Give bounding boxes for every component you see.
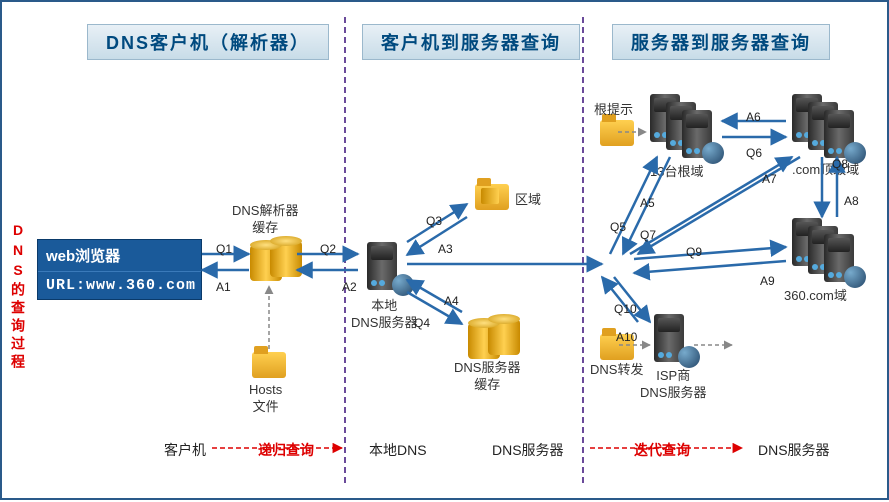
- root-hint-label: 根提示: [594, 102, 633, 119]
- hosts-folder: [252, 352, 286, 378]
- arrow-label-A9: A9: [760, 274, 775, 288]
- browser-box: web浏览器 URL:www.360.com: [37, 239, 202, 300]
- bottom-label-3: DNS服务器: [492, 440, 564, 460]
- hosts-label: Hosts 文件: [249, 382, 282, 416]
- site-label: 360.com域: [784, 288, 847, 305]
- isp-label: ISP商 DNS服务器: [640, 368, 706, 402]
- arrow-label-A6: A6: [746, 110, 761, 124]
- dns-fwd-label: DNS转发: [590, 362, 643, 379]
- local-dns-label: 本地 DNS服务器: [351, 298, 417, 332]
- arrow-label-Q8: Q8: [832, 157, 848, 171]
- browser-line2: URL:www.360.com: [38, 272, 201, 299]
- resolver-cache-label: DNS解析器 缓存: [232, 203, 298, 237]
- arrow-label-Q7: Q7: [640, 228, 656, 242]
- zone-label: 区域: [515, 192, 541, 209]
- arrow-label-A3: A3: [438, 242, 453, 256]
- bottom-label-2: 本地DNS: [369, 440, 427, 460]
- root-hint-folder: [600, 120, 634, 146]
- local-dns-globe: [392, 274, 414, 296]
- root-label: 13台根域: [650, 164, 703, 181]
- region-header-3: 服务器到服务器查询: [612, 24, 830, 60]
- arrow-label-A1: A1: [216, 280, 231, 294]
- arrow-label-Q9: Q9: [686, 245, 702, 259]
- bottom-label-5: DNS服务器: [758, 440, 830, 460]
- site-globe: [844, 266, 866, 288]
- arrow-label-Q6: Q6: [746, 146, 762, 160]
- arrow-label-Q1: Q1: [216, 242, 232, 256]
- divider-1: [344, 17, 346, 483]
- arrow-label-Q5: Q5: [610, 220, 626, 234]
- dns-cache-cyl2: [488, 314, 520, 355]
- arrow-label-A10: A10: [616, 330, 637, 344]
- browser-line1: web浏览器: [38, 240, 201, 272]
- divider-2: [582, 17, 584, 483]
- region-header-2: 客户机到服务器查询: [362, 24, 580, 60]
- root-globe: [702, 142, 724, 164]
- bottom-label-1: 递归查询: [258, 440, 314, 460]
- region-header-1: DNS客户机（解析器）: [87, 24, 329, 60]
- zone-folder: [475, 184, 509, 210]
- bottom-label-4: 迭代查询: [634, 440, 690, 460]
- isp-globe: [678, 346, 700, 368]
- arrow-label-Q4: Q4: [414, 316, 430, 330]
- dns-cache-label: DNS服务器 缓存: [454, 360, 520, 394]
- resolver-cache-cyl2: [270, 236, 302, 277]
- side-title: DNS的查询过程: [8, 222, 28, 372]
- arrow-label-Q10: Q10: [614, 302, 637, 316]
- arrow-label-A2: A2: [342, 280, 357, 294]
- bottom-label-0: 客户机: [164, 440, 206, 460]
- arrow-label-A5: A5: [640, 196, 655, 210]
- arrow-label-A4: A4: [444, 294, 459, 308]
- arrow-label-Q2: Q2: [320, 242, 336, 256]
- arrow-label-A7: A7: [762, 172, 777, 186]
- arrow-label-Q3: Q3: [426, 214, 442, 228]
- com-label: .com顶级域: [792, 162, 859, 179]
- arrow-label-A8: A8: [844, 194, 859, 208]
